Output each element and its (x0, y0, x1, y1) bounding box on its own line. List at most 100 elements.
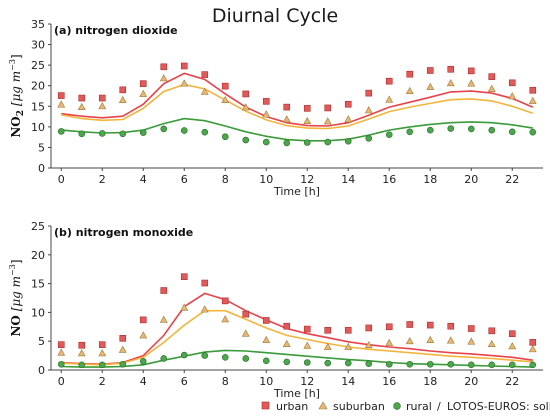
obs-point-suburban (364, 106, 373, 114)
obs-point-urban (324, 104, 332, 112)
x-tick-label: 4 (140, 375, 147, 388)
obs-point-urban (160, 287, 168, 294)
obs-point-urban (447, 65, 455, 73)
obs-point-urban (221, 82, 229, 90)
obs-point-suburban (405, 336, 414, 345)
x-axis-label: Time [h] (273, 185, 320, 198)
obs-point-suburban (467, 337, 476, 345)
obs-point-suburban (200, 305, 209, 313)
x-tick-label: 18 (423, 375, 437, 388)
obs-point-rural (467, 361, 475, 369)
obs-point-rural (119, 360, 127, 368)
obs-point-urban (221, 297, 229, 305)
obs-point-rural (160, 355, 168, 362)
obs-point-rural (180, 127, 188, 134)
obs-point-urban (385, 77, 393, 85)
obs-point-suburban (139, 331, 148, 339)
obs-point-rural (98, 130, 106, 137)
obs-point-suburban (344, 342, 353, 350)
x-tick-label: 12 (300, 375, 314, 388)
obs-point-rural (160, 125, 168, 133)
x-tick-label: 2 (99, 375, 106, 388)
obs-point-suburban (180, 303, 189, 311)
y-tick-label: 20 (31, 80, 45, 93)
obs-point-suburban (139, 89, 148, 97)
obs-point-urban (201, 71, 209, 78)
obs-point-urban (139, 80, 147, 87)
obs-point-rural (57, 360, 65, 368)
model-line-suburban (61, 309, 533, 366)
model-line-urban (61, 72, 534, 127)
figure-title: Diurnal Cycle (212, 5, 338, 27)
obs-point-rural (242, 355, 250, 362)
obs-point-rural (139, 129, 147, 136)
obs-point-urban (78, 94, 86, 102)
x-tick-label: 18 (423, 173, 437, 186)
obs-point-suburban (159, 74, 168, 82)
x-axis-label: Time [h] (273, 387, 320, 400)
obs-point-urban (242, 310, 250, 318)
obs-point-suburban (446, 336, 455, 344)
obs-point-suburban (282, 339, 291, 347)
obs-point-suburban (221, 315, 230, 323)
obs-point-suburban (426, 335, 435, 343)
obs-point-urban (139, 316, 147, 324)
obs-point-suburban (467, 79, 476, 87)
obs-point-urban (57, 92, 65, 99)
obs-point-rural (303, 359, 311, 366)
obs-point-suburban (262, 335, 271, 343)
y-tick-label: 10 (31, 121, 45, 134)
obs-point-urban (426, 321, 434, 329)
obs-point-rural (467, 125, 475, 133)
obs-point-rural (242, 136, 250, 144)
obs-point-suburban (344, 115, 353, 123)
obs-point-suburban (303, 341, 312, 349)
obs-point-rural (344, 359, 352, 367)
obs-point-urban (160, 63, 168, 71)
y-tick-label: 25 (31, 220, 45, 233)
obs-point-suburban (528, 345, 537, 353)
y-tick-label: 0 (38, 162, 45, 175)
obs-point-suburban (77, 349, 86, 357)
obs-point-suburban (98, 102, 107, 110)
obs-point-rural (262, 138, 270, 146)
obs-point-suburban (57, 100, 66, 108)
obs-point-suburban (508, 92, 517, 100)
obs-point-urban (262, 98, 270, 105)
obs-point-rural (406, 128, 414, 136)
x-tick-label: 20 (464, 173, 478, 186)
obs-point-rural (78, 361, 86, 369)
obs-point-suburban (241, 329, 250, 337)
legend-label-urban: urban (276, 400, 308, 413)
legend-marker-urban (261, 401, 270, 410)
obs-point-urban (119, 335, 127, 342)
obs-point-suburban (364, 341, 373, 349)
obs-point-rural (57, 128, 65, 135)
obs-point-suburban (180, 79, 189, 87)
x-tick-label: 8 (222, 173, 229, 186)
obs-point-urban (508, 330, 516, 338)
panel-nitrogen-monoxide: 0 5 10 15 20 25 0 2 4 6 8 10 12 14 16 18 20 22 (b) nitroge… (8, 220, 543, 400)
obs-point-suburban (323, 117, 332, 125)
obs-point-rural (324, 138, 332, 146)
obs-point-suburban (487, 84, 496, 92)
obs-point-suburban (426, 82, 435, 90)
obs-point-suburban (405, 86, 414, 94)
y-tick-label: 15 (31, 278, 45, 291)
model-line-urban (61, 292, 533, 366)
x-tick-label: 10 (259, 173, 273, 186)
obs-point-rural (283, 139, 291, 147)
obs-point-urban (78, 341, 86, 349)
x-tick-label: 2 (99, 173, 106, 186)
obs-point-urban (283, 103, 291, 111)
y-tick-label: 35 (31, 18, 45, 31)
y-tick-label: 0 (38, 364, 45, 377)
obs-point-rural (201, 128, 209, 136)
obs-point-rural (508, 128, 516, 136)
obs-point-urban (447, 322, 455, 330)
obs-point-urban (283, 322, 291, 330)
legend-label-suburban: suburban (333, 400, 385, 413)
obs-point-urban (324, 326, 332, 334)
y-tick-label: 10 (31, 306, 45, 319)
obs-point-urban (529, 339, 537, 346)
